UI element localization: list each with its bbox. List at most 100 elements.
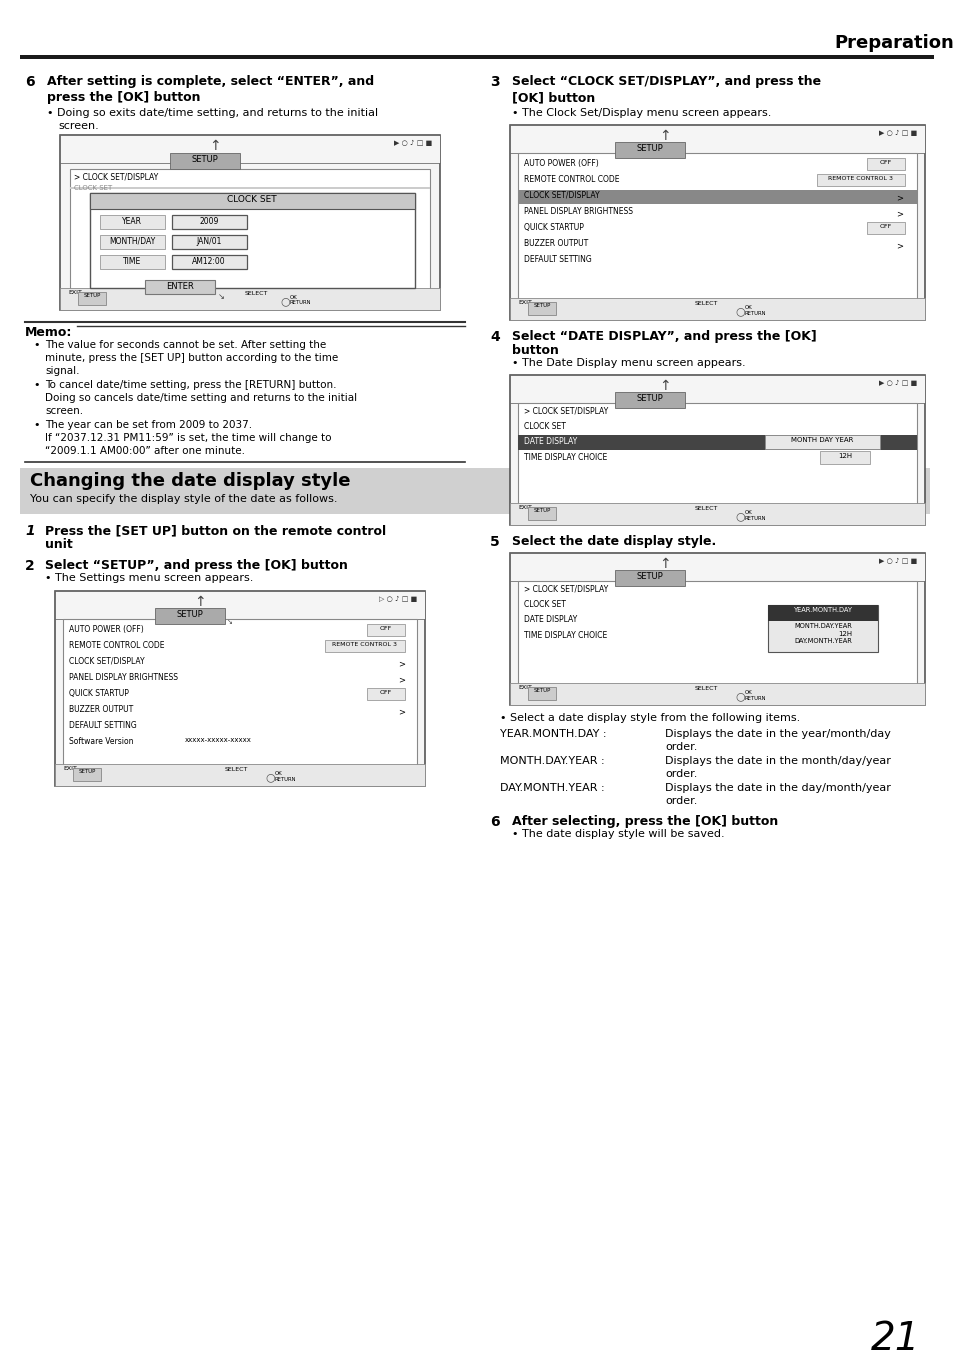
Text: 3: 3 <box>490 76 499 89</box>
Text: DAY.MONTH.YEAR: DAY.MONTH.YEAR <box>793 639 851 644</box>
Bar <box>510 126 924 320</box>
Text: ○: ○ <box>280 296 290 306</box>
Bar <box>866 221 904 234</box>
Bar <box>510 504 924 525</box>
Text: • Doing so exits date/time setting, and returns to the initial: • Doing so exits date/time setting, and … <box>47 108 377 117</box>
Text: SETUP: SETUP <box>636 394 662 404</box>
Bar <box>172 255 247 269</box>
Text: CLOCK SET: CLOCK SET <box>523 423 565 431</box>
Text: unit: unit <box>45 539 72 551</box>
Text: • The Settings menu screen appears.: • The Settings menu screen appears. <box>45 572 253 583</box>
Text: SELECT: SELECT <box>695 506 718 512</box>
Text: MONTH.DAY.YEAR :: MONTH.DAY.YEAR : <box>499 756 604 765</box>
Bar <box>60 288 439 311</box>
Text: ↘: ↘ <box>227 620 233 625</box>
Text: TIME DISPLAY CHOICE: TIME DISPLAY CHOICE <box>523 630 607 640</box>
Text: To cancel date/time setting, press the [RETURN] button.: To cancel date/time setting, press the [… <box>45 379 336 390</box>
Bar <box>820 451 869 464</box>
Text: REMOTE CONTROL CODE: REMOTE CONTROL CODE <box>523 176 618 184</box>
Text: •: • <box>33 420 39 431</box>
Bar <box>70 169 430 292</box>
Text: SELECT: SELECT <box>695 686 718 691</box>
Bar <box>527 508 556 520</box>
Bar <box>78 292 106 305</box>
Text: EXIT: EXIT <box>517 684 532 690</box>
Bar <box>172 235 247 248</box>
Bar <box>20 55 933 59</box>
Text: DAY.MONTH.YEAR :: DAY.MONTH.YEAR : <box>499 783 604 792</box>
Bar <box>55 591 424 620</box>
Bar <box>55 591 424 786</box>
Text: OFF: OFF <box>379 626 392 630</box>
Text: CLOCK SET/DISPLAY: CLOCK SET/DISPLAY <box>69 657 145 666</box>
Bar <box>517 153 916 300</box>
Bar <box>154 608 225 624</box>
Text: MONTH.DAY.YEAR: MONTH.DAY.YEAR <box>793 622 851 629</box>
Bar <box>615 570 684 586</box>
Bar <box>764 435 879 450</box>
Text: ↑: ↑ <box>659 558 670 571</box>
Text: Preparation: Preparation <box>833 34 953 53</box>
Bar <box>615 142 684 158</box>
Text: QUICK STARTUP: QUICK STARTUP <box>69 688 129 698</box>
Text: AUTO POWER (OFF): AUTO POWER (OFF) <box>523 159 598 167</box>
Bar <box>172 215 247 230</box>
Text: AM12:00: AM12:00 <box>192 256 226 266</box>
Text: • The Clock Set/Display menu screen appears.: • The Clock Set/Display menu screen appe… <box>512 108 771 117</box>
Text: You can specify the display style of the date as follows.: You can specify the display style of the… <box>30 494 337 504</box>
Bar <box>55 764 424 786</box>
Text: EXIT: EXIT <box>517 300 532 305</box>
Text: SETUP: SETUP <box>636 572 662 580</box>
Text: >: > <box>895 242 902 250</box>
Text: SELECT: SELECT <box>225 767 248 772</box>
Bar <box>527 687 556 701</box>
Bar <box>510 375 924 525</box>
Text: button: button <box>512 344 558 356</box>
Bar <box>90 193 415 209</box>
Text: OK: OK <box>744 510 752 514</box>
Text: JAN/01: JAN/01 <box>196 238 221 246</box>
Text: PANEL DISPLAY BRIGHTNESS: PANEL DISPLAY BRIGHTNESS <box>523 207 633 216</box>
Text: “2009.1.1 AM00:00” after one minute.: “2009.1.1 AM00:00” after one minute. <box>45 446 245 456</box>
Text: ▶ ○ ♪ □ ■: ▶ ○ ♪ □ ■ <box>878 379 916 386</box>
Text: After setting is complete, select “ENTER”, and: After setting is complete, select “ENTER… <box>47 76 374 88</box>
Bar <box>60 135 439 310</box>
Bar <box>510 126 924 153</box>
Bar <box>90 193 415 288</box>
Text: •: • <box>33 379 39 390</box>
Text: SETUP: SETUP <box>192 155 218 163</box>
Text: ↑: ↑ <box>659 130 670 143</box>
Text: order.: order. <box>664 743 697 752</box>
Text: • Select a date display style from the following items.: • Select a date display style from the f… <box>499 713 800 724</box>
Text: OK: OK <box>290 296 297 300</box>
Text: ↑: ↑ <box>209 139 220 153</box>
Text: Press the [SET UP] button on the remote control: Press the [SET UP] button on the remote … <box>45 524 386 537</box>
Text: Select “SETUP”, and press the [OK] button: Select “SETUP”, and press the [OK] butto… <box>45 559 348 572</box>
Bar <box>517 435 916 450</box>
Text: 4: 4 <box>490 329 499 344</box>
Bar <box>517 404 916 505</box>
Bar <box>170 153 240 169</box>
Text: [OK] button: [OK] button <box>512 90 595 104</box>
Text: ▶ ○ ♪ □ ■: ▶ ○ ♪ □ ■ <box>394 140 432 146</box>
Bar <box>866 158 904 170</box>
Bar <box>767 605 877 652</box>
Bar <box>510 554 924 580</box>
Text: AUTO POWER (OFF): AUTO POWER (OFF) <box>69 625 144 634</box>
Bar <box>820 629 869 643</box>
Text: ○: ○ <box>734 512 744 521</box>
Text: • The date display style will be saved.: • The date display style will be saved. <box>512 829 724 838</box>
Text: MONTH DAY YEAR: MONTH DAY YEAR <box>790 437 852 443</box>
Text: The year can be set from 2009 to 2037.: The year can be set from 2009 to 2037. <box>45 420 252 431</box>
Text: RETURN: RETURN <box>290 300 312 305</box>
Text: RETURN: RETURN <box>274 778 296 782</box>
Text: If “2037.12.31 PM11:59” is set, the time will change to: If “2037.12.31 PM11:59” is set, the time… <box>45 433 331 443</box>
Bar <box>145 279 214 294</box>
Text: 5: 5 <box>490 535 499 549</box>
Bar <box>73 768 101 782</box>
Text: OK: OK <box>744 690 752 695</box>
Text: 12H: 12H <box>837 630 851 637</box>
Bar <box>510 554 924 705</box>
Text: SETUP: SETUP <box>533 688 550 693</box>
Text: PANEL DISPLAY BRIGHTNESS: PANEL DISPLAY BRIGHTNESS <box>69 674 178 682</box>
